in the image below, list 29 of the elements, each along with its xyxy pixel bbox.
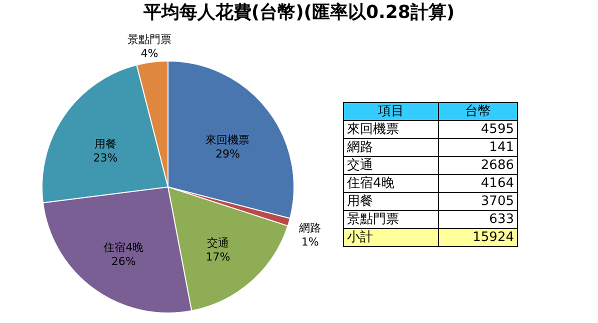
text: 小計: [344, 228, 438, 246]
category-label: 來回機票: [344, 120, 438, 138]
data-label: 141: [438, 138, 518, 156]
chart-title: 平均每人花費(台幣)(匯率以0.28計算): [142, 2, 455, 24]
data-label: 4164: [438, 174, 518, 192]
data-label: 1%: [301, 235, 319, 248]
data-label: 3705: [438, 192, 518, 210]
data-label: 4%: [140, 47, 158, 60]
data-label: 26%: [111, 255, 136, 268]
slice-label: 交通: [206, 236, 229, 250]
text: 項目: [344, 102, 438, 120]
category-label: 網路: [344, 138, 438, 156]
data-label: 2686: [438, 156, 518, 174]
category-label: 住宿4晚: [344, 174, 438, 192]
category-label: 景點門票: [344, 210, 438, 228]
text: 15924: [438, 228, 518, 246]
slice-label: 來回機票: [206, 134, 250, 147]
data-label: 23%: [93, 152, 118, 165]
category-label: 用餐: [344, 192, 438, 210]
text: 台幣: [438, 102, 518, 120]
data-label: 17%: [206, 250, 230, 264]
data-label: 4595: [438, 120, 518, 138]
slice-label: 用餐: [94, 138, 116, 151]
slice-label: 住宿4晚: [104, 241, 144, 254]
slice-label: 網路: [298, 221, 322, 234]
slice-label: 景點門票: [127, 33, 172, 46]
data-label: 633: [438, 210, 518, 228]
data-label: 29%: [216, 148, 240, 161]
category-label: 交通: [344, 156, 438, 174]
